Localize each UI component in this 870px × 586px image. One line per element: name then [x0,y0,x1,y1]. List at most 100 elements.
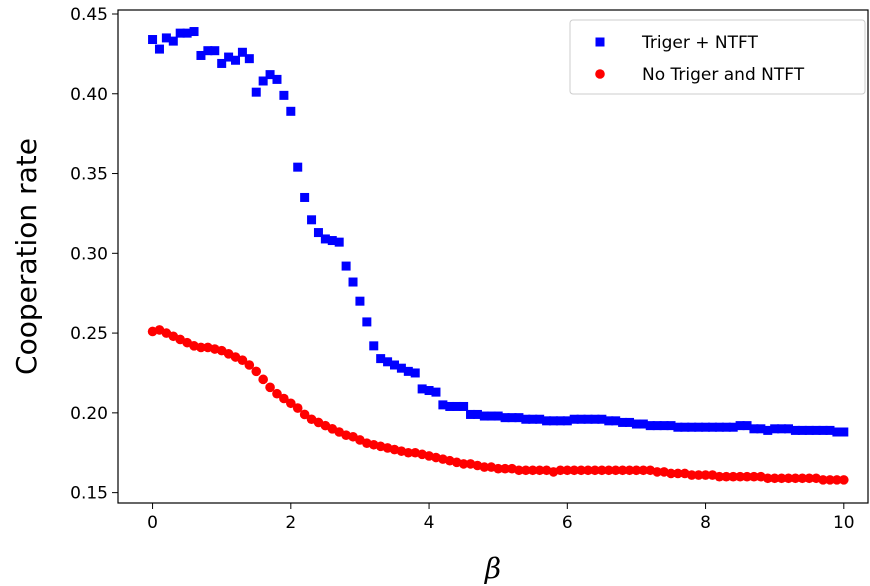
data-point [452,401,462,411]
data-point [210,46,220,56]
data-point [458,459,469,469]
data-point [569,414,579,424]
data-point [839,427,849,437]
data-points-layer [147,27,849,485]
data-point [790,473,801,484]
x-tick-label: 2 [285,513,296,533]
data-point [818,425,828,435]
data-point [811,425,821,435]
data-point [693,470,704,480]
data-point [196,50,206,60]
data-point [555,465,566,476]
legend-label-no-triger: No Triger and NTFT [642,65,805,85]
data-point [597,465,607,476]
data-point [466,409,476,419]
data-point [590,465,600,476]
data-point [611,416,621,426]
data-point [431,387,441,397]
data-point [686,470,697,480]
data-point [300,192,310,202]
data-point [562,465,573,476]
data-point [625,417,635,427]
y-axis-ticks: 0.15 0.20 0.25 0.30 0.35 0.40 0.45 [70,5,118,504]
data-point [825,425,835,435]
legend-marker-triger-ntft [595,37,605,47]
data-point [597,414,607,424]
data-point [265,70,275,80]
data-point [631,419,641,429]
data-point [286,398,296,409]
data-point [542,416,552,426]
data-point [749,424,759,434]
data-point [777,424,787,434]
data-point [500,413,510,423]
data-point [182,28,192,38]
data-point [362,317,372,327]
data-point [832,427,842,437]
data-point [762,473,773,484]
data-point [714,471,725,482]
data-point [189,27,199,37]
data-point [168,36,178,46]
data-point [265,382,275,393]
data-point [804,473,815,484]
data-point [148,35,158,45]
y-tick-label: 0.25 [70,324,108,344]
data-point [555,416,565,426]
series-no-triger [147,325,849,485]
data-point [638,419,648,429]
data-point [797,473,808,484]
data-point [258,374,268,385]
data-point [348,277,358,287]
data-point [776,473,787,484]
data-point [355,296,365,306]
x-tick-label: 0 [147,513,158,533]
data-point [279,393,289,404]
data-point [749,471,759,482]
data-point [175,28,185,38]
data-point [320,234,330,244]
data-point [514,465,524,476]
data-point [272,388,282,399]
data-point [521,414,531,424]
data-point [763,425,773,435]
data-point [770,424,780,434]
x-tick-label: 6 [562,513,573,533]
data-point [700,470,711,480]
data-point [804,425,814,435]
data-point [403,447,414,458]
data-point [472,409,482,419]
y-tick-label: 0.20 [70,404,108,424]
data-point [486,411,496,421]
data-point [500,463,510,474]
data-point [410,368,420,378]
y-tick-label: 0.35 [70,165,108,185]
data-point [293,162,303,172]
data-point [728,422,738,432]
data-point [624,465,635,476]
data-point [292,403,303,413]
data-point [742,471,752,482]
data-point [224,52,234,62]
data-point [459,401,469,411]
data-point [417,384,427,394]
data-point [687,422,697,432]
data-point [652,467,662,477]
x-tick-label: 4 [424,513,435,533]
data-point [479,462,490,472]
y-tick-label: 0.40 [70,85,108,105]
x-axis-label: β [484,552,501,585]
data-point [721,422,731,432]
data-point [562,416,572,426]
data-point [576,414,586,424]
data-point [203,46,213,56]
y-axis-label: Cooperation rate [10,138,43,375]
data-point [534,465,545,476]
data-point [784,424,794,434]
x-tick-label: 8 [700,513,711,533]
data-point [569,465,580,476]
data-point [610,465,621,476]
data-point [341,261,351,271]
data-point [680,422,690,432]
